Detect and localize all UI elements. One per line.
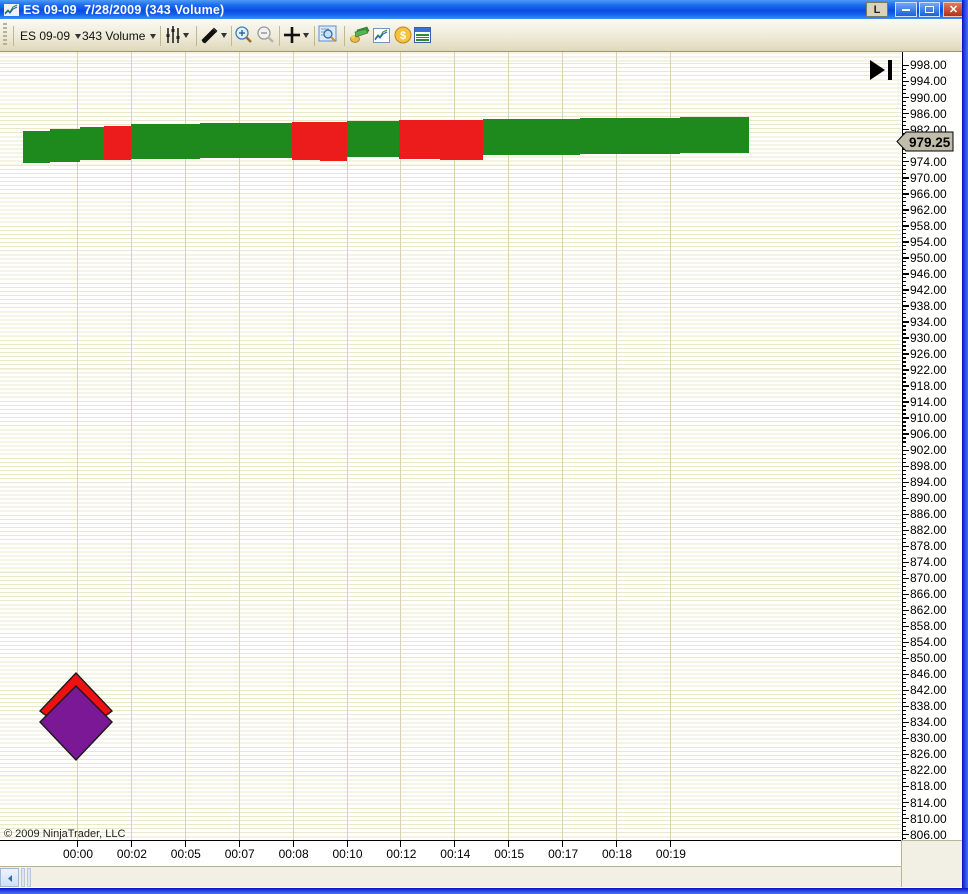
svg-text:$: $ bbox=[400, 30, 406, 42]
svg-text:979.25: 979.25 bbox=[909, 135, 951, 150]
